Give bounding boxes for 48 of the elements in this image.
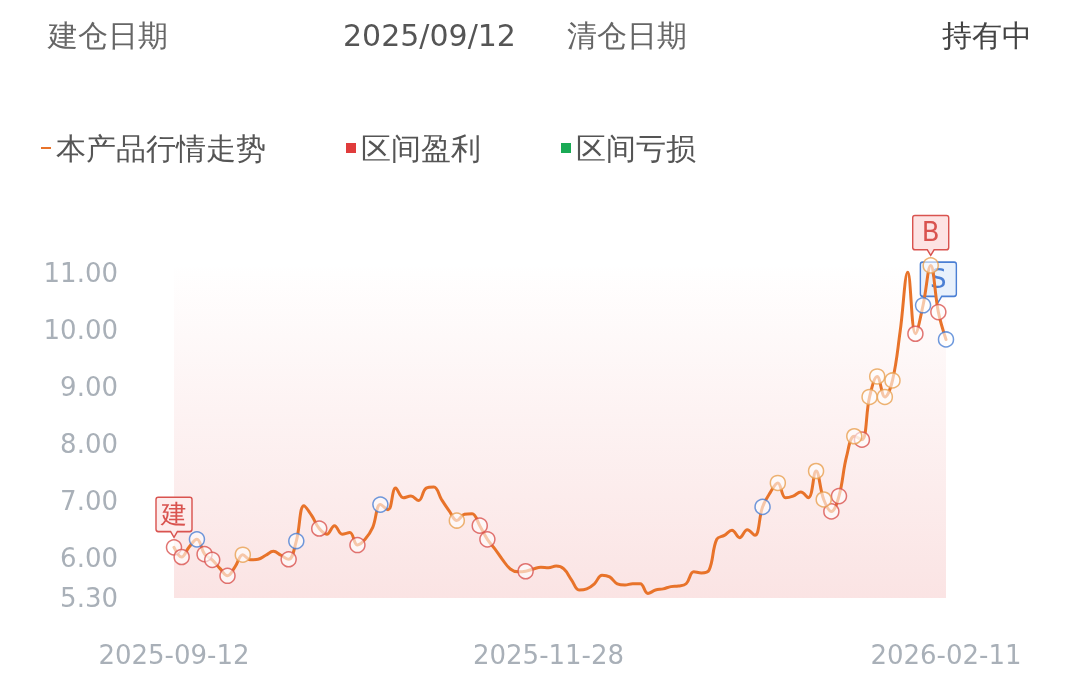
point (349, 536, 366, 554)
point (861, 388, 878, 406)
point (280, 551, 297, 568)
annotation: B (921, 217, 940, 248)
point (234, 546, 252, 563)
point (372, 496, 389, 513)
point (930, 303, 947, 321)
point (173, 548, 190, 566)
point (310, 520, 328, 537)
x-tick-label: 2025-09-12 (98, 640, 250, 670)
point (448, 512, 466, 529)
point (907, 325, 924, 342)
point (188, 531, 206, 548)
legend-label: 区间盈利 (361, 130, 481, 166)
text: 持有中 (942, 17, 1032, 53)
text: 清仓日期 (567, 17, 687, 53)
point (219, 567, 236, 585)
y-tick-label: 5.30 (60, 583, 118, 613)
y-tick-label: 8.00 (60, 429, 118, 460)
point (479, 531, 496, 548)
point (807, 462, 825, 480)
text: 建仓日期 (47, 17, 168, 53)
y-tick-label: 9.00 (60, 372, 118, 403)
x-tick-label: 2025-11-28 (472, 640, 625, 670)
point (288, 532, 305, 550)
y-tick-label: 6.00 (60, 543, 118, 574)
y-tick-label: 7.00 (60, 486, 118, 517)
y-tick-label: 11.00 (43, 258, 118, 289)
point (203, 551, 221, 569)
annotation: 建 (160, 499, 187, 530)
point (769, 474, 787, 492)
point (517, 562, 534, 580)
point (815, 491, 832, 508)
text: 2025/09/12 (343, 17, 516, 53)
legend-label: 区间亏损 (576, 130, 696, 166)
point (884, 372, 901, 389)
point (914, 297, 932, 314)
legend-label: 本产品行情走势 (56, 130, 266, 166)
y-tick-label: 10.00 (43, 315, 118, 346)
point (471, 517, 488, 534)
point (876, 388, 894, 406)
point (846, 428, 863, 445)
point (937, 331, 955, 348)
point (754, 498, 771, 516)
point (868, 368, 886, 385)
point (823, 503, 840, 520)
x-tick-label: 2026-02-11 (870, 640, 1022, 670)
point (830, 487, 848, 505)
